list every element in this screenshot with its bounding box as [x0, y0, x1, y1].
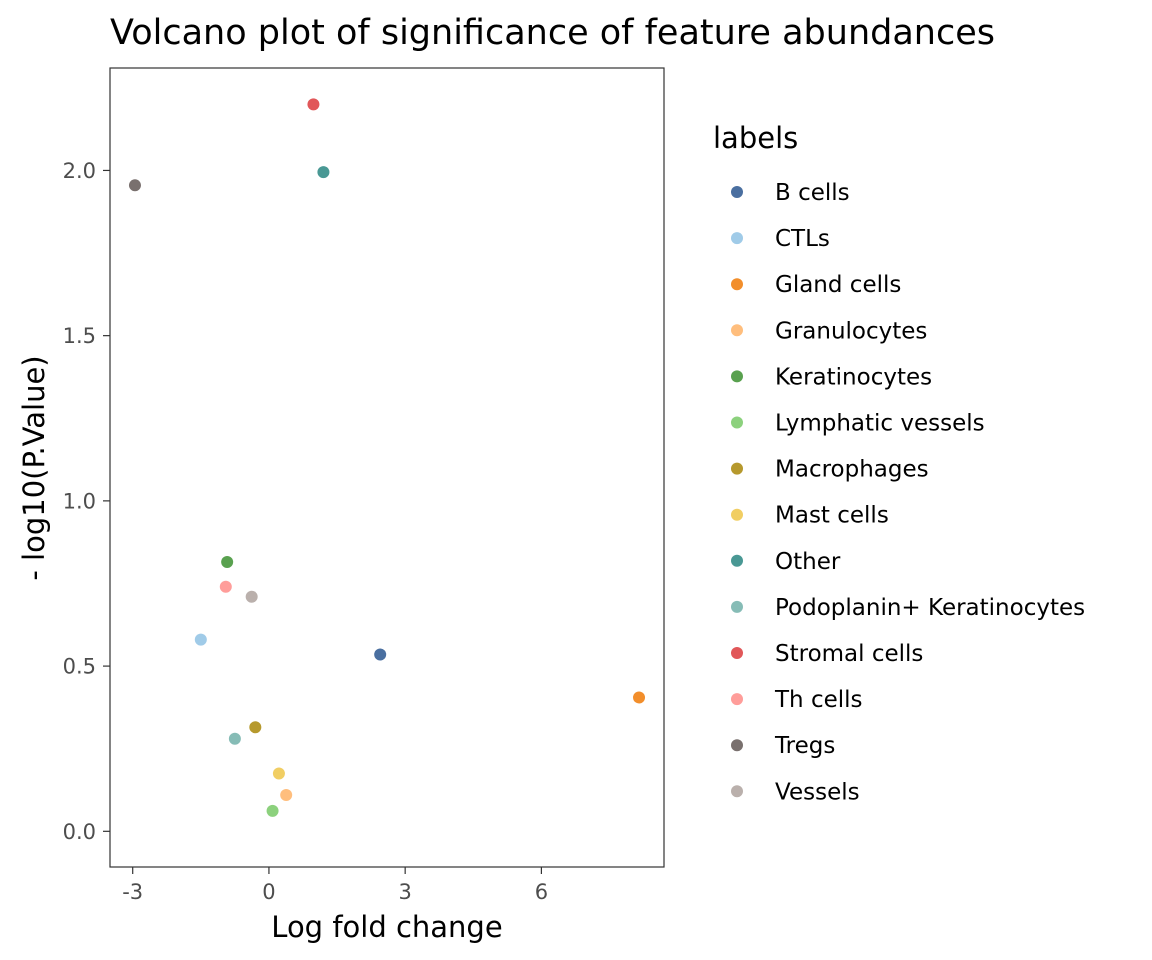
- legend-label: Vessels: [775, 779, 860, 805]
- y-tick-label: 2.0: [63, 159, 96, 183]
- chart-title: Volcano plot of significance of feature …: [110, 13, 995, 53]
- x-axis: -3 0 3 6: [122, 867, 548, 904]
- data-point: [633, 691, 646, 704]
- legend-label: Th cells: [774, 687, 863, 713]
- legend-key: [731, 232, 743, 245]
- legend-key: [731, 462, 743, 475]
- legend-key: [731, 647, 743, 659]
- y-tick-label: 0.0: [63, 820, 96, 844]
- legend-label: Podoplanin+ Keratinocytes: [775, 595, 1085, 621]
- x-tick-label: 0: [262, 880, 275, 904]
- data-point: [249, 721, 262, 734]
- x-axis-title: Log fold change: [271, 910, 502, 944]
- legend-key: [731, 554, 743, 567]
- legend-items: B cells CTLs Gland cells Granulocytes Kerati…: [731, 180, 1085, 805]
- legend-key: [731, 508, 743, 521]
- data-point: [272, 767, 285, 780]
- legend-key: [731, 785, 743, 798]
- legend-label: Granulocytes: [775, 318, 927, 344]
- data-point: [266, 804, 279, 817]
- data-points: [128, 98, 646, 817]
- legend-key: [731, 693, 743, 706]
- legend-label: Tregs: [774, 733, 835, 759]
- legend-key: [731, 416, 743, 429]
- legend-label: B cells: [775, 180, 850, 206]
- data-point: [280, 788, 293, 801]
- x-tick-label: 6: [535, 880, 548, 904]
- y-axis-title: - log10(P.Value): [17, 355, 51, 580]
- y-tick-label: 0.5: [63, 655, 96, 679]
- data-point: [245, 590, 258, 603]
- legend-label: Lymphatic vessels: [775, 411, 985, 437]
- data-point: [307, 98, 320, 111]
- y-axis: 0.0 0.5 1.0 1.5 2.0: [63, 159, 110, 844]
- legend-key: [731, 600, 743, 613]
- x-tick-label: -3: [122, 880, 143, 904]
- legend-label: Stromal cells: [775, 641, 923, 667]
- x-tick-label: 3: [398, 880, 411, 904]
- legend-title: labels: [713, 121, 798, 155]
- legend-label: CTLs: [775, 226, 830, 252]
- legend: labels B cells CTLs Gland cells Granulocyte…: [713, 121, 1085, 805]
- plot-area: [109, 67, 665, 868]
- y-tick-label: 1.5: [63, 324, 96, 348]
- legend-label: Keratinocytes: [775, 364, 932, 390]
- legend-label: Other: [775, 549, 841, 575]
- data-point: [228, 732, 241, 745]
- data-point: [194, 633, 207, 646]
- legend-label: Gland cells: [775, 272, 901, 298]
- legend-key: [731, 186, 743, 198]
- data-point: [374, 648, 387, 661]
- data-point: [219, 580, 232, 593]
- legend-label: Mast cells: [775, 503, 889, 529]
- legend-key: [731, 324, 743, 337]
- legend-key: [731, 370, 743, 383]
- data-point: [221, 556, 234, 569]
- y-tick-label: 1.0: [63, 489, 96, 513]
- data-point: [128, 179, 141, 192]
- legend-key: [731, 278, 743, 291]
- plot-panel-border: [109, 67, 665, 868]
- data-point: [317, 166, 330, 179]
- legend-key: [731, 739, 743, 752]
- legend-label: Macrophages: [775, 457, 929, 483]
